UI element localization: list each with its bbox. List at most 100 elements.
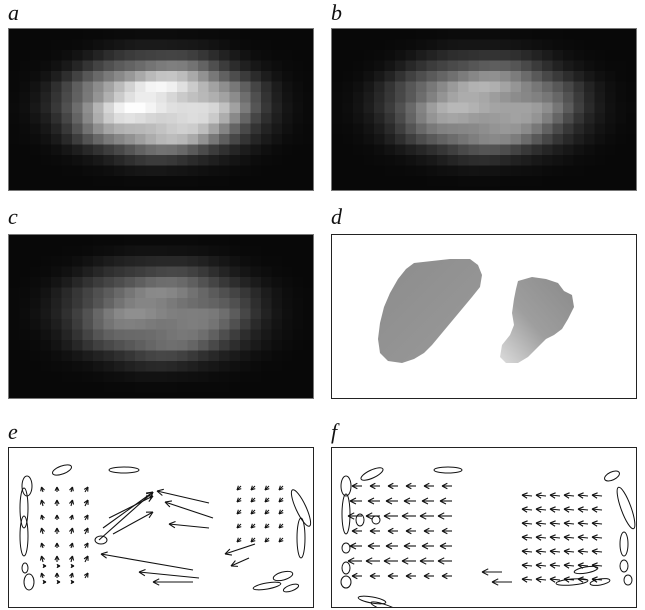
image-pixel bbox=[103, 329, 115, 341]
image-pixel bbox=[72, 155, 84, 167]
image-pixel bbox=[458, 29, 470, 41]
image-pixel bbox=[82, 60, 94, 72]
image-pixel bbox=[103, 144, 115, 156]
image-pixel bbox=[447, 60, 459, 72]
image-pixel bbox=[282, 186, 294, 190]
image-pixel bbox=[303, 60, 313, 72]
image-pixel bbox=[9, 256, 21, 268]
image-pixel bbox=[292, 71, 304, 83]
image-pixel bbox=[93, 165, 105, 177]
image-pixel bbox=[292, 235, 304, 247]
image-pixel bbox=[61, 245, 73, 257]
vector-arrow-head bbox=[401, 557, 409, 565]
image-pixel bbox=[282, 29, 294, 41]
image-pixel bbox=[93, 361, 105, 373]
image-pixel bbox=[342, 81, 354, 93]
image-pixel bbox=[458, 39, 470, 51]
image-pixel bbox=[292, 123, 304, 135]
image-pixel bbox=[219, 29, 231, 41]
image-pixel bbox=[573, 92, 585, 104]
image-pixel bbox=[374, 165, 386, 177]
image-pixel bbox=[271, 134, 283, 146]
image-pixel bbox=[531, 60, 543, 72]
image-pixel bbox=[166, 340, 178, 352]
image-pixel bbox=[332, 29, 344, 41]
vector-arrow-head bbox=[563, 548, 570, 555]
image-pixel bbox=[114, 298, 126, 310]
image-pixel bbox=[219, 165, 231, 177]
image-pixel bbox=[208, 113, 220, 125]
image-pixel bbox=[61, 60, 73, 72]
image-pixel bbox=[124, 144, 136, 156]
image-pixel bbox=[135, 361, 147, 373]
image-pixel bbox=[19, 39, 31, 51]
image-pixel bbox=[208, 235, 220, 247]
image-pixel bbox=[426, 92, 438, 104]
image-pixel bbox=[303, 371, 313, 383]
image-pixel bbox=[479, 60, 491, 72]
vector-arrow-head bbox=[367, 497, 375, 505]
image-pixel bbox=[292, 92, 304, 104]
image-pixel bbox=[426, 81, 438, 93]
image-pixel bbox=[135, 266, 147, 278]
image-pixel bbox=[198, 60, 210, 72]
image-pixel bbox=[405, 144, 417, 156]
image-pixel bbox=[114, 60, 126, 72]
vector-arrow-head bbox=[264, 523, 270, 529]
image-pixel bbox=[177, 29, 189, 41]
image-pixel bbox=[93, 102, 105, 114]
image-pixel bbox=[72, 340, 84, 352]
image-pixel bbox=[114, 371, 126, 383]
vector-arrow-head bbox=[54, 542, 60, 548]
image-pixel bbox=[282, 392, 294, 398]
image-pixel bbox=[219, 155, 231, 167]
image-pixel bbox=[447, 186, 459, 190]
image-pixel bbox=[135, 277, 147, 289]
image-pixel bbox=[332, 123, 344, 135]
image-pixel bbox=[219, 350, 231, 362]
image-pixel bbox=[135, 382, 147, 394]
image-pixel bbox=[156, 186, 168, 190]
image-pixel bbox=[426, 165, 438, 177]
image-pixel bbox=[292, 60, 304, 72]
image-pixel bbox=[208, 392, 220, 398]
image-pixel bbox=[615, 186, 627, 190]
image-pixel bbox=[82, 329, 94, 341]
image-pixel bbox=[240, 266, 252, 278]
image-pixel bbox=[19, 371, 31, 383]
image-pixel bbox=[489, 186, 501, 190]
uncertainty-ellipse bbox=[341, 542, 351, 554]
image-pixel bbox=[292, 81, 304, 93]
image-pixel bbox=[145, 319, 157, 331]
image-pixel bbox=[103, 319, 115, 331]
image-pixel bbox=[114, 81, 126, 93]
image-pixel bbox=[156, 256, 168, 268]
image-pixel bbox=[552, 50, 564, 62]
vector-arrow-head bbox=[549, 562, 556, 569]
image-pixel bbox=[177, 123, 189, 135]
image-pixel bbox=[145, 382, 157, 394]
vector-arrow-head bbox=[164, 500, 173, 508]
vector-arrow-head bbox=[369, 482, 376, 490]
image-pixel bbox=[40, 329, 52, 341]
image-pixel bbox=[93, 277, 105, 289]
image-pixel bbox=[166, 123, 178, 135]
image-pixel bbox=[240, 287, 252, 299]
image-pixel bbox=[282, 340, 294, 352]
image-pixel bbox=[303, 340, 313, 352]
image-pixel bbox=[51, 155, 63, 167]
image-pixel bbox=[510, 155, 522, 167]
image-pixel bbox=[61, 319, 73, 331]
image-pixel bbox=[40, 102, 52, 114]
vector-arrow-head bbox=[83, 499, 89, 505]
image-pixel bbox=[9, 392, 21, 398]
image-pixel bbox=[19, 134, 31, 146]
image-pixel bbox=[521, 29, 533, 41]
image-pixel bbox=[103, 50, 115, 62]
vector-arrow-head bbox=[367, 542, 375, 550]
image-pixel bbox=[156, 319, 168, 331]
image-pixel bbox=[521, 134, 533, 146]
image-pixel bbox=[114, 382, 126, 394]
vector-arrow bbox=[591, 536, 603, 539]
image-pixel bbox=[51, 277, 63, 289]
